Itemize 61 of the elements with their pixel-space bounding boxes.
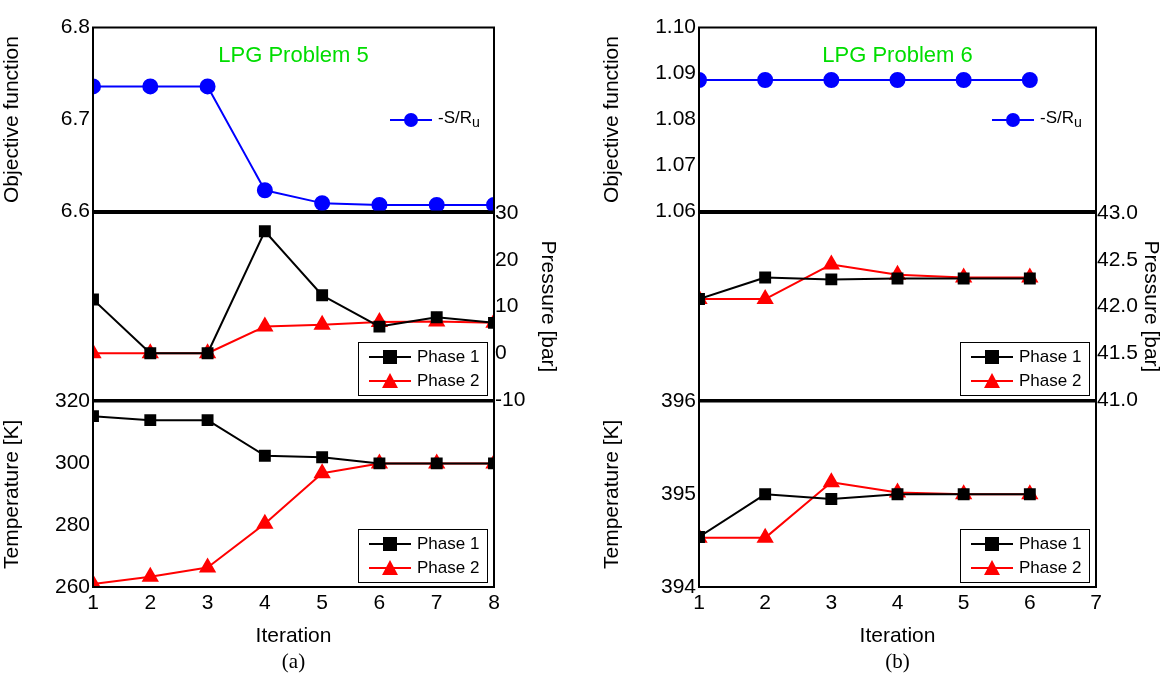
x-tick-label: 6 bbox=[373, 590, 386, 614]
legend-label: Phase 1 bbox=[1019, 347, 1082, 367]
x-tick-label: 2 bbox=[144, 590, 157, 614]
x-axis-title: Iteration bbox=[255, 623, 332, 647]
y-tick-label: 1.06 bbox=[655, 198, 696, 222]
x-tick-label: 3 bbox=[201, 590, 214, 614]
legend-label: Phase 2 bbox=[1019, 558, 1082, 578]
y-tick-label: 394 bbox=[660, 573, 697, 597]
legend-label: -S/R$_{u}$ bbox=[1040, 108, 1082, 131]
legend-label: Phase 2 bbox=[417, 558, 480, 578]
x-tick-label: 2 bbox=[759, 590, 772, 614]
legend-label: Phase 2 bbox=[417, 371, 480, 391]
y-tick-label: 1.10 bbox=[655, 14, 696, 38]
legend-label: Phase 1 bbox=[1019, 534, 1082, 554]
y-axis-title: Temperature [K] bbox=[599, 419, 623, 569]
y-tick-label: 320 bbox=[54, 388, 90, 412]
y-tick-label: 30 bbox=[495, 199, 519, 223]
legend-label: -S/R$_{u}$ bbox=[438, 108, 480, 131]
y-tick-label: 6.7 bbox=[60, 106, 90, 130]
y-tick-label: 6.8 bbox=[60, 14, 90, 38]
y-tick-label: 260 bbox=[54, 573, 90, 597]
y-tick-label: 1.08 bbox=[655, 106, 696, 130]
y-axis-title: Pressure [bar] bbox=[537, 240, 561, 373]
y-axis-title: Objective function bbox=[599, 36, 623, 203]
y-tick-label: 42.0 bbox=[1097, 293, 1138, 317]
y-tick-label: 0 bbox=[495, 340, 507, 364]
y-axis-title: Temperature [K] bbox=[0, 419, 23, 569]
x-tick-label: 4 bbox=[259, 590, 272, 614]
legend-label: Phase 2 bbox=[1019, 371, 1082, 391]
y-tick-label: 396 bbox=[660, 388, 696, 412]
y-tick-label: 42.5 bbox=[1097, 246, 1138, 270]
y-tick-label: 6.6 bbox=[60, 198, 90, 222]
x-axis-title: Iteration bbox=[859, 623, 936, 647]
y-tick-label: 43.0 bbox=[1097, 199, 1138, 223]
y-tick-label: -10 bbox=[495, 386, 526, 410]
y-axis-title: Objective function bbox=[0, 36, 23, 203]
y-tick-label: 300 bbox=[54, 450, 90, 474]
text: (a) bbox=[280, 649, 307, 673]
x-tick-label: 3 bbox=[825, 590, 838, 614]
x-tick-label: 7 bbox=[1090, 590, 1102, 614]
x-tick-label: 6 bbox=[1023, 590, 1036, 614]
x-tick-label: 5 bbox=[957, 590, 970, 614]
text: LPG Problem 6 bbox=[822, 41, 973, 67]
x-tick-label: 1 bbox=[87, 590, 99, 614]
x-tick-label: 7 bbox=[430, 590, 443, 614]
legend-label: Phase 1 bbox=[417, 347, 480, 367]
y-tick-label: 1.07 bbox=[655, 152, 696, 176]
x-tick-label: 5 bbox=[316, 590, 328, 614]
text: LPG Problem 5 bbox=[218, 41, 369, 67]
y-tick-label: 395 bbox=[660, 481, 696, 505]
y-tick-label: 10 bbox=[495, 293, 519, 317]
legend-label: Phase 1 bbox=[417, 534, 480, 554]
x-tick-label: 8 bbox=[488, 590, 500, 614]
y-tick-label: 280 bbox=[54, 512, 90, 535]
y-tick-label: 1.09 bbox=[655, 60, 696, 84]
text: (b) bbox=[884, 649, 911, 673]
y-tick-label: 41.0 bbox=[1097, 386, 1138, 410]
y-axis-title: Pressure [bar] bbox=[1140, 240, 1163, 373]
x-tick-label: 4 bbox=[891, 590, 904, 614]
y-tick-label: 41.5 bbox=[1097, 340, 1138, 364]
y-tick-label: 20 bbox=[495, 246, 519, 270]
